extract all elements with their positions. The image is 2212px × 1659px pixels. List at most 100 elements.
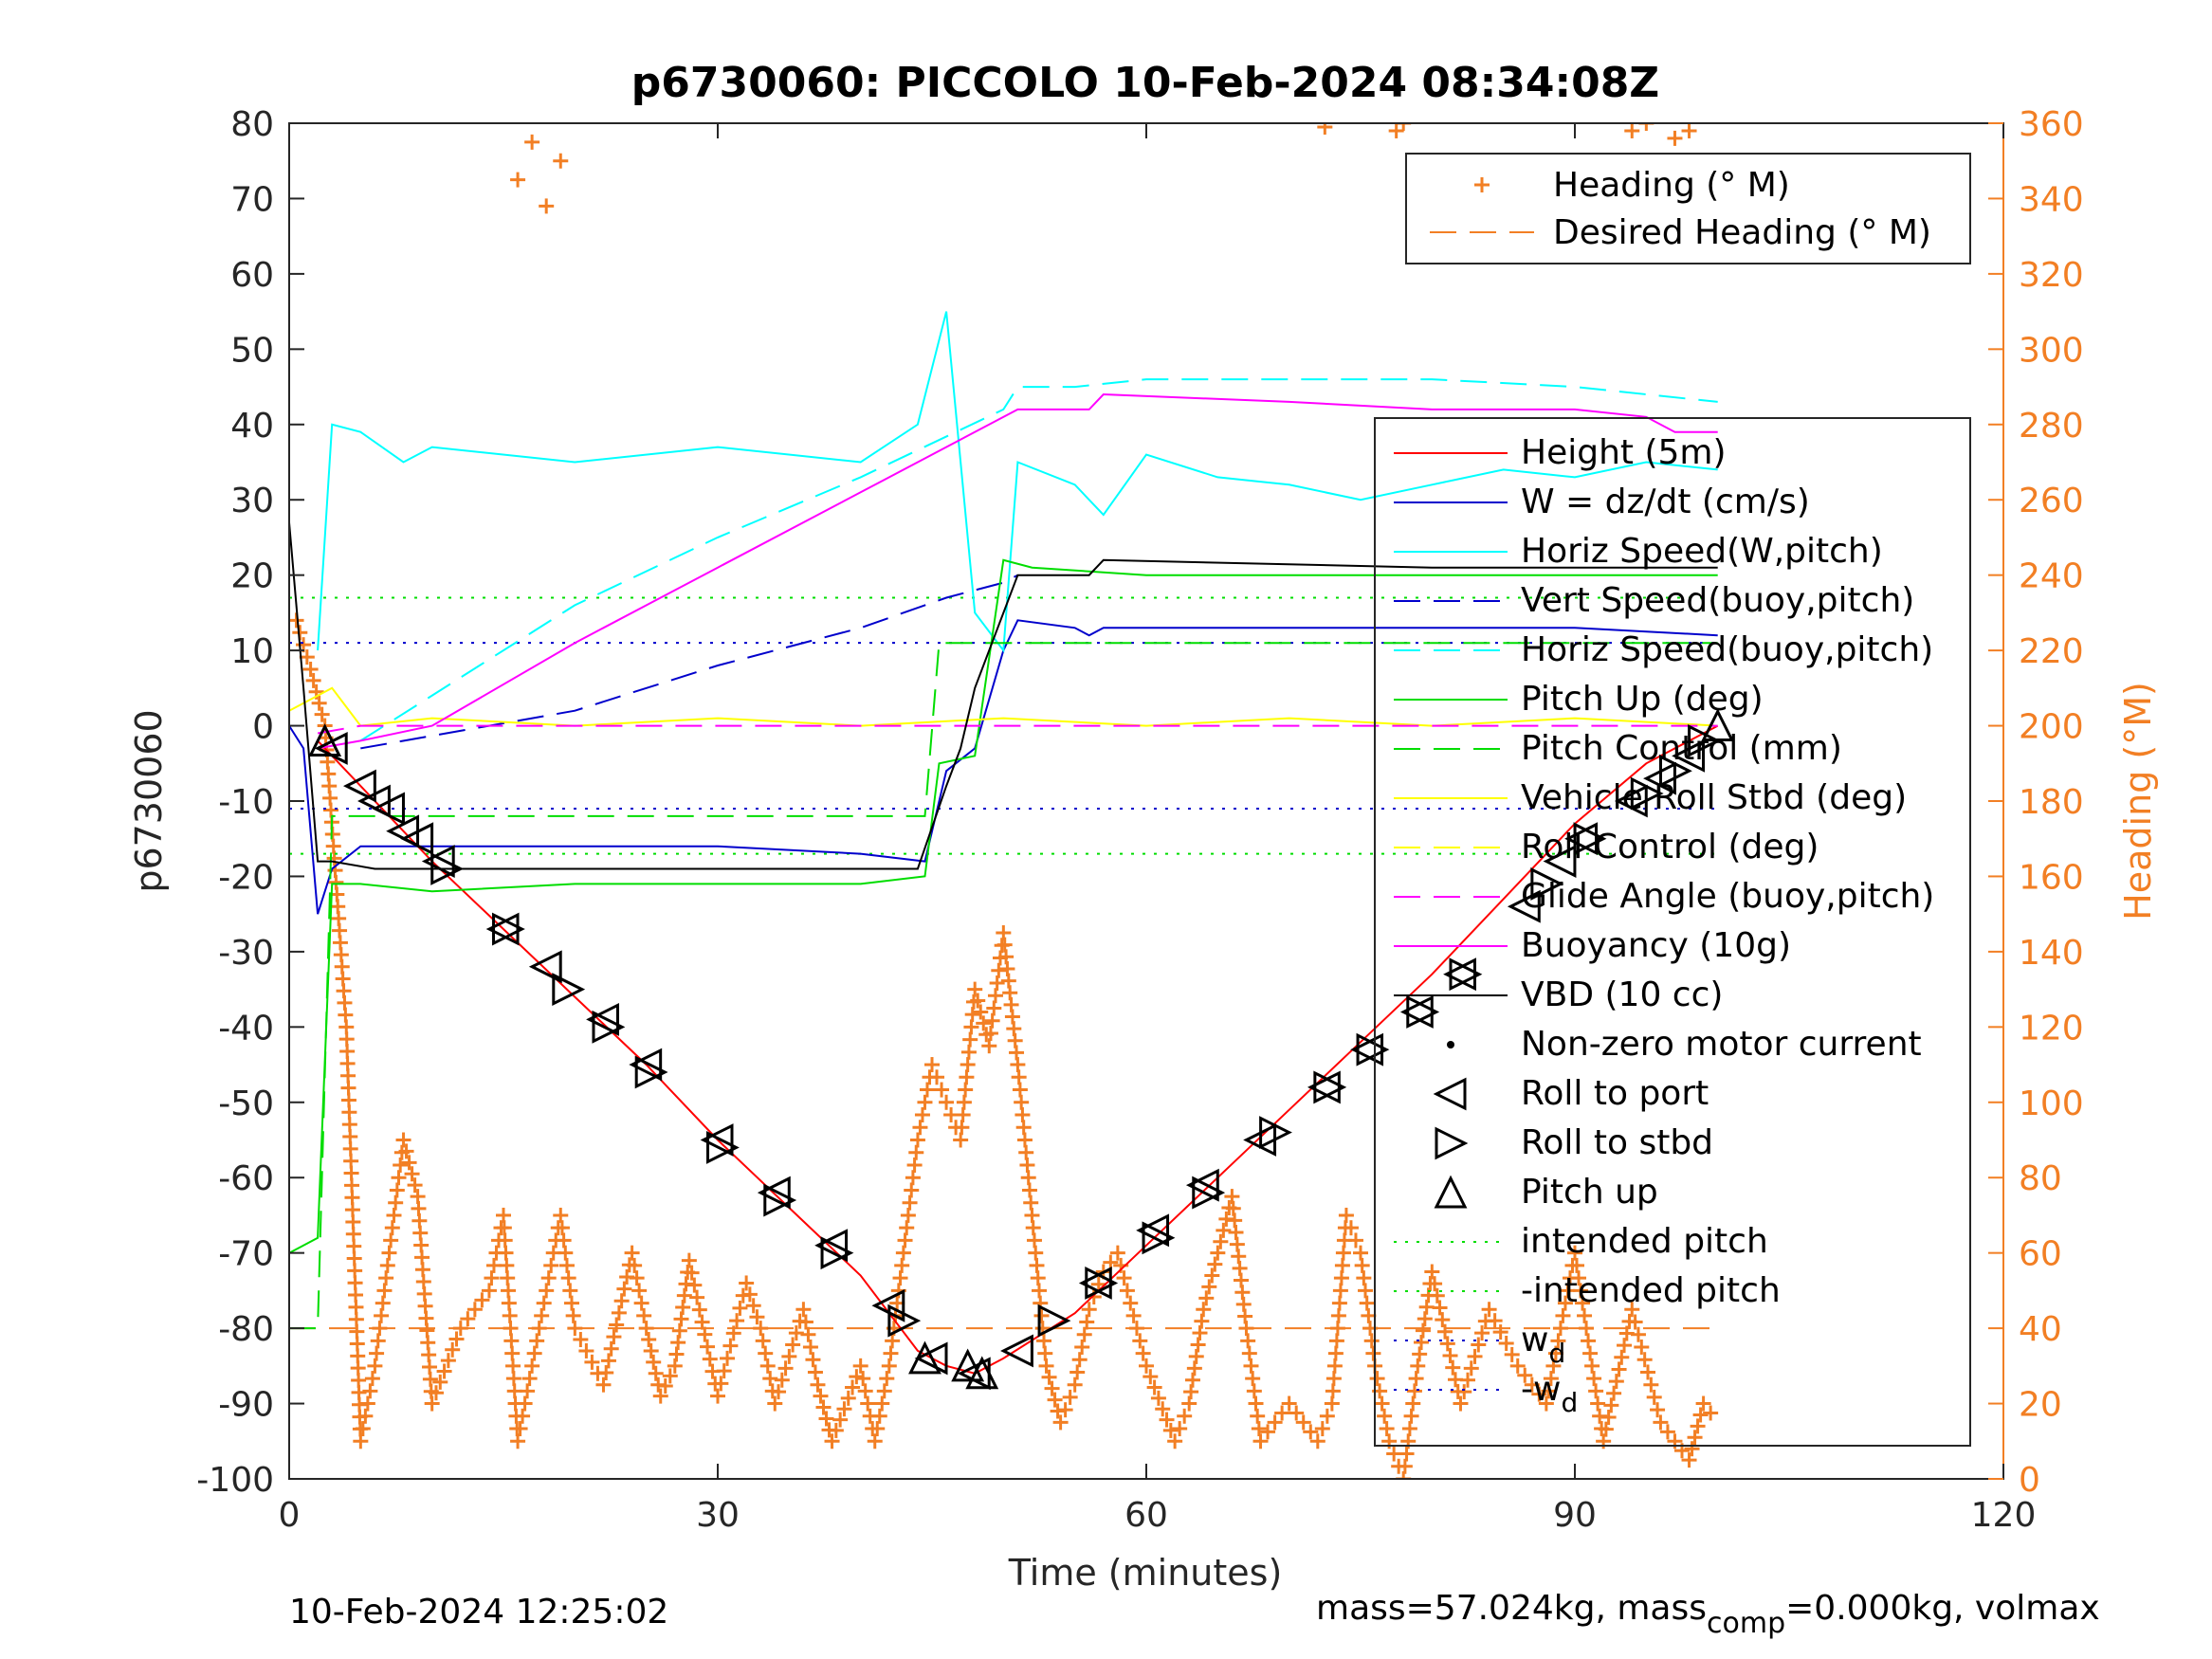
y2-axis-label: Heading (°M) [2117, 682, 2159, 921]
heading-point [1571, 1270, 1587, 1286]
marker-up [1701, 708, 1735, 742]
heading-point [1581, 1333, 1597, 1349]
heading-point [1274, 1405, 1290, 1421]
marker-port [314, 731, 348, 765]
marker-stbd [1573, 822, 1607, 856]
heading-point [1624, 123, 1640, 138]
heading-point [1204, 1267, 1220, 1284]
series-line-3 [360, 574, 1018, 750]
heading-point [1388, 123, 1404, 138]
y-tick-label: -30 [218, 934, 274, 973]
heading-point [1538, 1395, 1554, 1412]
y-tick-label: 30 [230, 482, 274, 520]
x-tick-label: 0 [279, 1496, 301, 1535]
y2-tick-label: 60 [2019, 1235, 2062, 1274]
heading-point [1240, 1333, 1256, 1349]
heading-point [375, 1295, 391, 1311]
heading-point [904, 1182, 920, 1198]
heading-point [755, 1333, 771, 1349]
marker-up [965, 1356, 999, 1390]
legend-item-14: Roll to stbd [1521, 1123, 1713, 1162]
heading-point [362, 1383, 378, 1399]
heading-point [648, 1365, 664, 1381]
heading-point [378, 1270, 394, 1286]
legend-main: Height (5m) W = dz/dt (cm/s) Horiz Speed… [1374, 417, 1971, 1447]
heading-point [1109, 1245, 1125, 1261]
marker-port [485, 912, 520, 946]
heading-point [810, 1376, 826, 1393]
heading-point [917, 1094, 933, 1110]
heading-point [897, 1232, 913, 1249]
heading-point [1396, 1471, 1412, 1479]
heading-point [1353, 1245, 1368, 1261]
heading-point [1062, 1389, 1078, 1405]
heading-point [643, 1342, 659, 1358]
heading-point [554, 1220, 570, 1236]
heading-point [1695, 1395, 1711, 1412]
heading-point [367, 1358, 383, 1374]
heading-point [1401, 1421, 1417, 1437]
heading-point [1543, 1371, 1559, 1387]
heading-point [1057, 1402, 1073, 1418]
legend-item-9: Glide Angle (buoy,pitch) [1521, 877, 1934, 916]
heading-point [543, 1257, 559, 1273]
heading-point [1181, 1395, 1197, 1412]
heading-point [1439, 1336, 1455, 1352]
marker-port [814, 1229, 849, 1263]
heading-point [1216, 1222, 1232, 1238]
heading-point [629, 1270, 645, 1286]
heading-point [777, 1360, 794, 1376]
heading-point [448, 1331, 465, 1347]
chart-title: p6730060: PICCOLO 10-Feb-2024 08:34:08Z [631, 59, 1659, 107]
heading-point [395, 1132, 411, 1148]
heading-point [1427, 1276, 1443, 1292]
heading-point [1467, 1348, 1483, 1364]
heading-point [466, 1302, 483, 1318]
marker-stbd [1192, 1176, 1226, 1210]
heading-point [1555, 1307, 1571, 1323]
heading-point [785, 1337, 801, 1353]
heading-point [521, 1371, 538, 1387]
heading-point [1303, 1424, 1319, 1440]
heading-point [609, 1317, 625, 1333]
x-tick-label: 30 [696, 1496, 740, 1535]
heading-point [1143, 1369, 1159, 1385]
heading-point [383, 1232, 399, 1249]
y2-tick-label: 200 [2019, 708, 2084, 747]
heading-point [813, 1388, 829, 1404]
heading-point [1183, 1384, 1199, 1400]
heading-point [1638, 123, 1654, 131]
heading-point [981, 1038, 997, 1054]
heading-point [1052, 1414, 1069, 1431]
heading-point [1667, 130, 1683, 146]
y2-tick-label: 40 [2019, 1310, 2062, 1349]
heading-point [745, 1298, 761, 1314]
heading-series [289, 123, 1719, 1479]
heading-point [675, 1300, 691, 1316]
heading-point [1582, 1345, 1599, 1361]
legend-samples [1394, 452, 1508, 1391]
heading-point [852, 1358, 868, 1374]
y2-tick-label: 320 [2019, 256, 2084, 295]
legend-item-8: Roll Control (deg) [1521, 828, 1819, 866]
heading-point [836, 1401, 852, 1417]
legend-item-4: Horiz Speed(buoy,pitch) [1521, 630, 1933, 669]
heading-point [1569, 1257, 1585, 1273]
heading-point [624, 1245, 640, 1261]
heading-point [1560, 1283, 1576, 1299]
plot-area [289, 123, 1735, 1479]
marker-stbd [1435, 1126, 1469, 1160]
marker-stbd [1142, 1221, 1176, 1255]
heading-point [1681, 123, 1697, 138]
heading-point [1415, 1322, 1431, 1339]
marker-stbd [1630, 776, 1664, 811]
heading-point [539, 198, 555, 214]
marker-port [1078, 1267, 1112, 1300]
heading-point [424, 1395, 440, 1412]
marker-stbd [592, 1010, 626, 1044]
heading-point [1417, 1311, 1433, 1327]
heading-point [1410, 1358, 1426, 1374]
heading-point [1386, 1446, 1402, 1462]
heading-point [359, 1395, 375, 1412]
heading-point [1627, 1314, 1643, 1330]
